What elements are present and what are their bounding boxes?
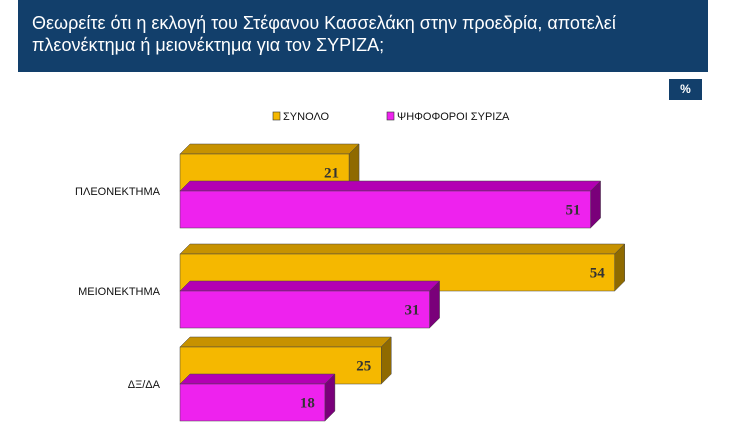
legend-label-1: ΨΗΦΟΦΟΡΟΙ ΣΥΡΙΖΑ <box>397 111 510 123</box>
data-label-0-0: 21 <box>324 166 339 182</box>
data-label-1-0: 54 <box>590 266 606 282</box>
data-label-1-1: 31 <box>405 303 420 319</box>
bar-0-1 <box>179 190 591 229</box>
unit-badge: % <box>669 79 702 100</box>
chart-title: Θεωρείτε ότι η εκλογή του Στέφανου Κασσε… <box>18 0 708 72</box>
bar-2-1 <box>179 383 326 422</box>
legend-swatch-1 <box>386 111 395 121</box>
bar-top-0-1 <box>179 180 602 192</box>
data-label-0-1: 51 <box>566 203 581 219</box>
chart-title-line-1: Θεωρείτε ότι η εκλογή του Στέφανου Κασσε… <box>32 13 616 33</box>
chart-title-line-2: πλεονέκτημα ή μειονέκτημα για τον ΣΥΡΙΖΑ… <box>32 35 385 55</box>
legend-swatch-0 <box>272 111 281 121</box>
category-label-2: ΔΞ/ΔΑ <box>128 379 161 391</box>
data-label-2-0: 25 <box>356 359 371 375</box>
bar-top-2-1 <box>179 373 336 385</box>
bar-1-1 <box>179 290 430 329</box>
bars-group: 21 51 54 31 25 18 <box>179 143 626 422</box>
bar-top-0-0 <box>179 143 360 155</box>
bar-top-1-0 <box>179 243 626 255</box>
legend-label-0: ΣΥΝΟΛΟ <box>283 111 330 123</box>
category-label-0: ΠΛΕΟΝΕΚΤΗΜΑ <box>75 186 161 198</box>
bar-top-1-1 <box>179 280 441 292</box>
data-label-2-1: 18 <box>300 396 315 412</box>
bar-top-2-0 <box>179 336 392 348</box>
category-label-1: ΜΕΙΟΝΕΚΤΗΜΑ <box>78 286 161 298</box>
legend: ΣΥΝΟΛΟ ΨΗΦΟΦΟΡΟΙ ΣΥΡΙΖΑ <box>272 111 510 123</box>
category-labels: ΠΛΕΟΝΕΚΤΗΜΑ ΜΕΙΟΝΕΚΤΗΜΑ ΔΞ/ΔΑ <box>75 186 161 391</box>
